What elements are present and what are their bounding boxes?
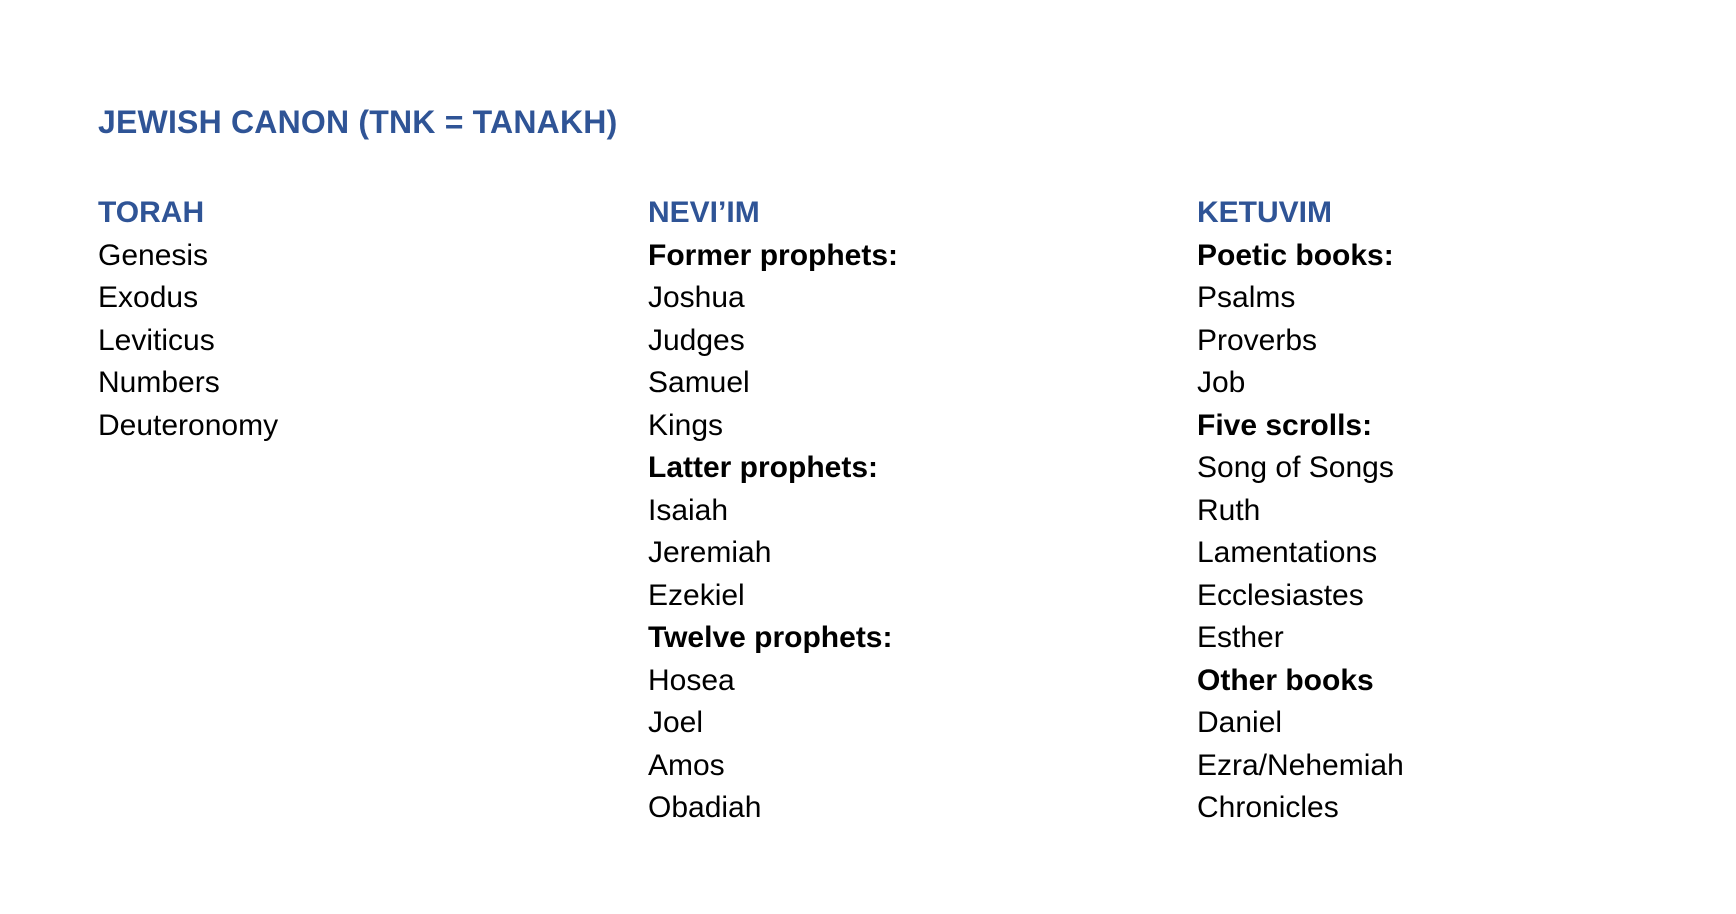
book-line: Judges [648,323,745,357]
book-line: Kings [648,408,724,442]
book-line: Psalms [1197,281,1296,314]
book-line: Isaiah [648,493,729,527]
column-torah: TORAH Genesis Exodus Leviticus Numbers Deute… [98,192,648,447]
column-ketuvim: KETUVIM Poetic books: Psalms Proverbs Job Fi… [1197,192,1697,830]
page-title: JEWISH CANON (TNK = TANAKH) [98,104,618,140]
book-line: Ezra/Nehemiah [1197,748,1404,782]
book-line: Poetic books: [1197,238,1394,272]
column-torah-lines: Genesis Exodus Leviticus Numbers Deuteronomy [98,235,648,448]
book-line: Jeremiah [648,536,772,569]
book-line: Job [1197,366,1246,399]
column-heading-neviim: NEVI’IM [648,196,760,229]
book-line: Obadiah [648,791,762,824]
book-line: Lamentations [1197,536,1378,569]
column-neviim: NEVI’IM Former prophets: Joshua Judges Samu… [648,192,1197,830]
book-line: Twelve prophets: [648,621,893,654]
book-line: Hosea [648,663,735,697]
book-line: Amos [648,748,725,782]
book-line: Numbers [98,366,220,399]
book-line: Chronicles [1197,791,1339,824]
book-line: Ezekiel [648,578,745,612]
canon-columns: TORAH Genesis Exodus Leviticus Numbers Deute… [98,192,1736,830]
column-heading-torah: TORAH [98,196,205,229]
book-line: Exodus [98,281,199,314]
book-line: Proverbs [1197,323,1318,357]
book-line: Song of Songs [1197,451,1394,484]
column-ketuvim-lines: Poetic books: Psalms Proverbs Job Five scrol… [1197,235,1697,830]
book-line: Ecclesiastes [1197,578,1364,612]
book-line: Joshua [648,281,745,314]
column-heading-ketuvim: KETUVIM [1197,196,1332,229]
book-line: Deuteronomy [98,408,279,442]
book-line: Genesis [98,238,209,272]
column-neviim-lines: Former prophets: Joshua Judges Samuel Kings L… [648,235,1197,830]
book-line: Other books [1197,663,1374,697]
book-line: Joel [648,706,704,739]
book-line: Five scrolls: [1197,408,1373,442]
book-line: Daniel [1197,706,1283,739]
book-line: Ruth [1197,493,1261,527]
book-line: Leviticus [98,323,215,357]
book-line: Esther [1197,621,1284,654]
book-line: Former prophets: [648,238,899,272]
book-line: Latter prophets: [648,451,879,484]
book-line: Samuel [648,366,750,399]
